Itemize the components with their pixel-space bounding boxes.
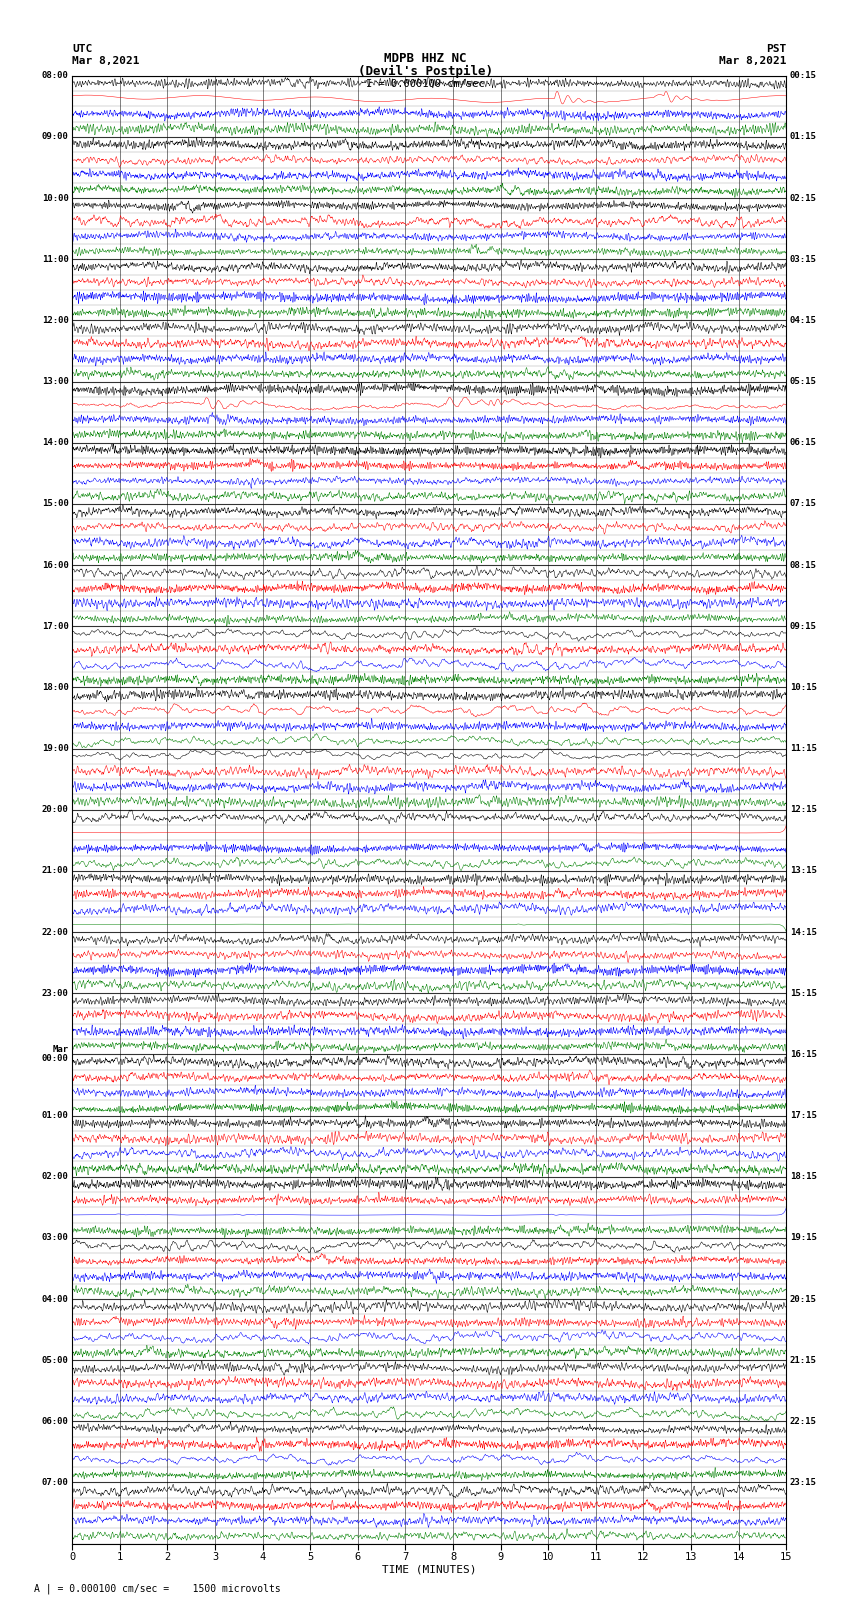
Text: 14:15: 14:15 bbox=[790, 927, 817, 937]
Text: 08:00: 08:00 bbox=[42, 71, 69, 81]
Text: 03:15: 03:15 bbox=[790, 255, 817, 265]
Text: 22:00: 22:00 bbox=[42, 927, 69, 937]
Text: Mar 8,2021: Mar 8,2021 bbox=[72, 56, 139, 66]
Text: 21:15: 21:15 bbox=[790, 1355, 817, 1365]
Text: 03:00: 03:00 bbox=[42, 1234, 69, 1242]
Text: (Devil's Postpile): (Devil's Postpile) bbox=[358, 65, 492, 77]
Text: A | = 0.000100 cm/sec =    1500 microvolts: A | = 0.000100 cm/sec = 1500 microvolts bbox=[34, 1582, 280, 1594]
Text: I = 0.000100 cm/sec: I = 0.000100 cm/sec bbox=[366, 79, 484, 89]
X-axis label: TIME (MINUTES): TIME (MINUTES) bbox=[382, 1565, 477, 1574]
Text: 09:15: 09:15 bbox=[790, 621, 817, 631]
Text: 21:00: 21:00 bbox=[42, 866, 69, 876]
Text: 10:15: 10:15 bbox=[790, 682, 817, 692]
Text: 13:15: 13:15 bbox=[790, 866, 817, 876]
Text: 11:15: 11:15 bbox=[790, 744, 817, 753]
Text: 05:00: 05:00 bbox=[42, 1355, 69, 1365]
Text: 09:00: 09:00 bbox=[42, 132, 69, 142]
Text: 06:15: 06:15 bbox=[790, 439, 817, 447]
Text: PST: PST bbox=[766, 44, 786, 53]
Text: MDPB HHZ NC: MDPB HHZ NC bbox=[383, 52, 467, 65]
Text: 23:15: 23:15 bbox=[790, 1478, 817, 1487]
Text: 10:00: 10:00 bbox=[42, 194, 69, 203]
Text: UTC: UTC bbox=[72, 44, 93, 53]
Text: 15:00: 15:00 bbox=[42, 500, 69, 508]
Text: Mar 8,2021: Mar 8,2021 bbox=[719, 56, 786, 66]
Text: 02:15: 02:15 bbox=[790, 194, 817, 203]
Text: 17:15: 17:15 bbox=[790, 1111, 817, 1119]
Text: 02:00: 02:00 bbox=[42, 1173, 69, 1181]
Text: 20:15: 20:15 bbox=[790, 1295, 817, 1303]
Text: 19:15: 19:15 bbox=[790, 1234, 817, 1242]
Text: 12:00: 12:00 bbox=[42, 316, 69, 324]
Text: 16:15: 16:15 bbox=[790, 1050, 817, 1058]
Text: 13:00: 13:00 bbox=[42, 377, 69, 386]
Text: 04:00: 04:00 bbox=[42, 1295, 69, 1303]
Text: 19:00: 19:00 bbox=[42, 744, 69, 753]
Text: 12:15: 12:15 bbox=[790, 805, 817, 815]
Text: 04:15: 04:15 bbox=[790, 316, 817, 324]
Text: 18:15: 18:15 bbox=[790, 1173, 817, 1181]
Text: 07:15: 07:15 bbox=[790, 500, 817, 508]
Text: 00:00: 00:00 bbox=[42, 1055, 69, 1063]
Text: 14:00: 14:00 bbox=[42, 439, 69, 447]
Text: 00:15: 00:15 bbox=[790, 71, 817, 81]
Text: 01:15: 01:15 bbox=[790, 132, 817, 142]
Text: 17:00: 17:00 bbox=[42, 621, 69, 631]
Text: 05:15: 05:15 bbox=[790, 377, 817, 386]
Text: 18:00: 18:00 bbox=[42, 682, 69, 692]
Text: 20:00: 20:00 bbox=[42, 805, 69, 815]
Text: Mar: Mar bbox=[53, 1045, 69, 1055]
Text: 15:15: 15:15 bbox=[790, 989, 817, 998]
Text: 08:15: 08:15 bbox=[790, 561, 817, 569]
Text: 07:00: 07:00 bbox=[42, 1478, 69, 1487]
Text: 06:00: 06:00 bbox=[42, 1416, 69, 1426]
Text: 22:15: 22:15 bbox=[790, 1416, 817, 1426]
Text: 11:00: 11:00 bbox=[42, 255, 69, 265]
Text: 01:00: 01:00 bbox=[42, 1111, 69, 1119]
Text: 23:00: 23:00 bbox=[42, 989, 69, 998]
Text: 16:00: 16:00 bbox=[42, 561, 69, 569]
